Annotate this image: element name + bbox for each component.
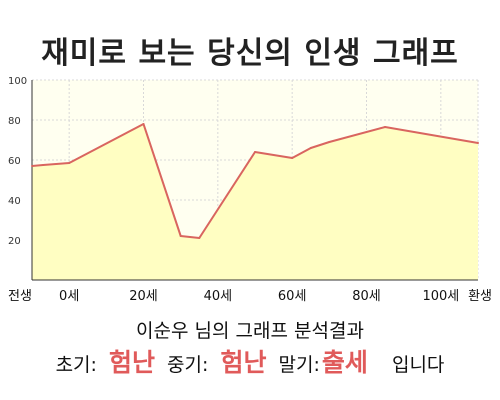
data-point	[68, 162, 71, 164]
result-suffix: 입니다	[391, 354, 445, 376]
middle-stage-value: 험난	[220, 348, 267, 377]
y-tick-label: 40	[8, 196, 21, 207]
data-point	[254, 151, 256, 153]
result-heading: 이순우 님의 그래프 분석결과	[136, 320, 364, 342]
x-tick-label: 0세	[59, 289, 79, 304]
data-point	[477, 142, 479, 144]
result-summary: 초기: 험난 중기: 험난 말기:출세 입니다	[0, 345, 500, 383]
y-tick-label: 100	[8, 76, 27, 87]
x-tick-label: 60세	[278, 289, 307, 304]
x-tick-label: 환생	[468, 289, 492, 304]
x-tick-label: 100세	[422, 289, 459, 304]
x-tick-label: 20세	[129, 289, 158, 304]
early-stage-value: 험난	[108, 348, 155, 377]
early-stage-label: 초기:	[55, 354, 97, 376]
x-tick-label: 전생	[8, 289, 32, 304]
data-point	[291, 157, 294, 159]
y-tick-labels: 20 40 60 80 100	[8, 76, 27, 247]
late-stage-label: 말기:	[278, 354, 320, 376]
x-tick-label: 80세	[352, 289, 381, 304]
late-stage-value: 출세	[321, 348, 368, 377]
y-tick-label: 80	[8, 116, 21, 127]
data-point	[142, 123, 145, 125]
data-point	[198, 237, 201, 239]
data-point	[179, 235, 182, 237]
x-tick-label: 40세	[204, 289, 233, 304]
middle-stage-label: 중기:	[167, 354, 209, 376]
series-line	[31, 123, 479, 239]
y-tick-label: 20	[8, 236, 21, 247]
y-tick-label: 60	[8, 156, 21, 167]
data-point	[309, 147, 312, 149]
area-fill	[32, 124, 478, 280]
data-point	[42, 164, 45, 166]
data-point	[384, 126, 387, 128]
data-point	[31, 165, 33, 167]
page-title: 재미로 보는 당신의 인생 그래프	[41, 36, 459, 71]
x-tick-labels: 전생 0세 20세 40세 60세 80세 100세 환생	[8, 289, 492, 304]
data-point	[328, 141, 331, 143]
